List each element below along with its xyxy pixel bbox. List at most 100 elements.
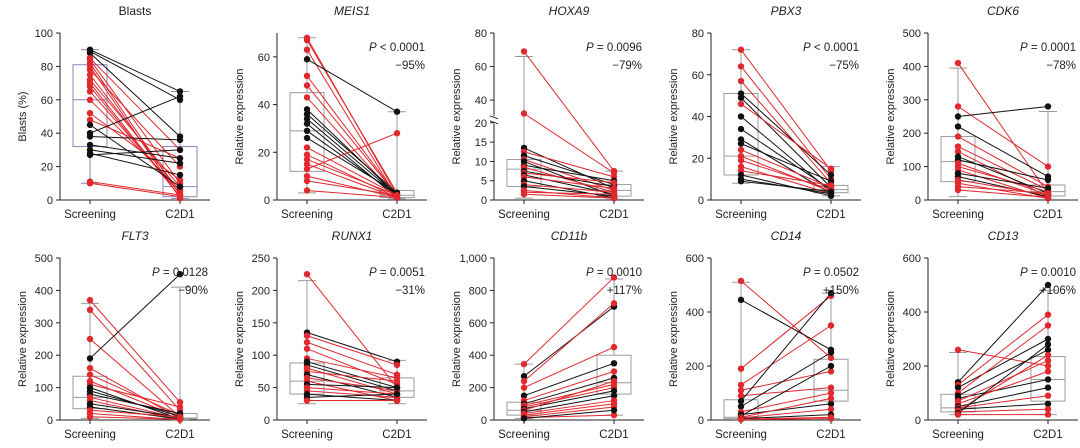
point-screening — [303, 177, 311, 185]
point-c2d1 — [610, 368, 618, 375]
point-screening — [303, 134, 311, 142]
point-c2d1 — [1044, 376, 1052, 383]
y-tick-label: 0 — [47, 195, 53, 207]
pair-line — [957, 126, 1049, 178]
pair-line — [740, 387, 832, 397]
y-tick-label: 250 — [252, 253, 270, 265]
p-value-label: P = 0.0096 — [586, 42, 642, 54]
point-screening — [737, 77, 745, 85]
point-c2d1 — [610, 392, 618, 399]
x-tick-label: C2D1 — [165, 209, 194, 221]
x-tick-label: C2D1 — [382, 429, 411, 441]
point-screening — [303, 127, 311, 135]
point-screening — [737, 392, 745, 399]
x-tick-label: Screening — [715, 209, 767, 221]
y-tick-label: 15 — [475, 137, 487, 149]
point-c2d1 — [1044, 384, 1052, 391]
point-screening — [737, 63, 745, 70]
pair-line — [740, 325, 832, 386]
y-tick-label: 20 — [258, 147, 270, 159]
point-c2d1 — [827, 406, 835, 413]
y-axis-label: Relative expression — [451, 291, 463, 387]
point-c2d1 — [393, 130, 401, 137]
y-tick-label: 150 — [252, 318, 270, 330]
point-screening — [954, 59, 962, 67]
pair-line — [523, 51, 615, 172]
pair-line — [957, 186, 1049, 194]
point-c2d1 — [827, 395, 835, 402]
point-screening — [520, 191, 528, 198]
point-screening — [86, 88, 94, 95]
point-screening — [303, 144, 311, 151]
p-value: = 0.0010 — [1028, 267, 1076, 279]
y-tick-label: 400 — [903, 307, 921, 319]
point-screening — [737, 146, 745, 154]
pair-line — [306, 377, 398, 392]
pair-line — [306, 335, 398, 366]
point-c2d1 — [1044, 392, 1052, 399]
y-tick-label: 60 — [475, 62, 487, 74]
pair-line — [523, 383, 615, 406]
point-screening — [737, 296, 745, 304]
pair-line — [523, 362, 615, 397]
pair-line — [740, 103, 832, 170]
pair-line — [523, 172, 615, 184]
percent-change-label: −78% — [1046, 60, 1076, 72]
p-symbol: P — [369, 42, 377, 54]
pair-line — [957, 146, 1049, 191]
pair-line — [306, 364, 398, 392]
y-tick-label: 100 — [252, 350, 270, 362]
pair-line — [306, 154, 398, 199]
point-screening — [737, 277, 745, 285]
pair-line — [523, 346, 615, 389]
point-screening — [303, 82, 311, 89]
pair-line — [523, 387, 615, 408]
y-tick-label: 40 — [258, 100, 270, 112]
x-tick-label: Screening — [498, 429, 550, 441]
x-tick-label: C2D1 — [599, 429, 628, 441]
point-screening — [520, 415, 528, 422]
pair-line — [957, 349, 1049, 367]
pair-line — [523, 185, 615, 197]
point-screening — [954, 411, 962, 418]
pair-line — [89, 57, 181, 151]
point-screening — [520, 373, 528, 380]
pair-line — [89, 181, 181, 196]
pair-line — [957, 189, 1049, 198]
pair-line — [306, 132, 398, 170]
point-screening — [86, 335, 94, 343]
x-tick-label: C2D1 — [816, 209, 845, 221]
pair-line — [89, 95, 181, 134]
x-tick-label: Screening — [932, 429, 984, 441]
point-c2d1 — [1044, 352, 1052, 359]
point-c2d1 — [176, 193, 184, 200]
pair-line — [89, 50, 181, 101]
percent-change-label: −75% — [829, 60, 859, 72]
x-tick-label: C2D1 — [599, 209, 628, 221]
point-c2d1 — [1044, 346, 1052, 353]
pair-line — [89, 99, 181, 191]
pair-line — [89, 383, 181, 408]
y-tick-label: 600 — [469, 318, 487, 330]
p-value: = 0.0128 — [160, 267, 208, 279]
pair-line — [523, 395, 615, 413]
pair-line — [89, 400, 181, 420]
point-c2d1 — [1044, 411, 1052, 418]
pair-line — [89, 59, 181, 184]
pair-line — [740, 159, 832, 191]
percent-change-label: +117% — [607, 285, 642, 297]
pair-line — [740, 365, 832, 417]
point-c2d1 — [176, 176, 184, 184]
panel-flt3: FLT3 0 100 200 300 400 500 Relative expression S… — [17, 229, 210, 441]
y-tick-label: 200 — [252, 285, 270, 297]
point-c2d1 — [827, 349, 835, 356]
point-c2d1 — [827, 289, 835, 297]
pair-line — [306, 361, 398, 389]
pair-line — [89, 380, 181, 418]
point-c2d1 — [176, 136, 184, 144]
pair-line — [740, 166, 832, 195]
p-symbol: P — [803, 267, 811, 279]
pair-line — [89, 273, 181, 359]
pair-line — [740, 299, 832, 351]
pair-line — [523, 302, 615, 382]
